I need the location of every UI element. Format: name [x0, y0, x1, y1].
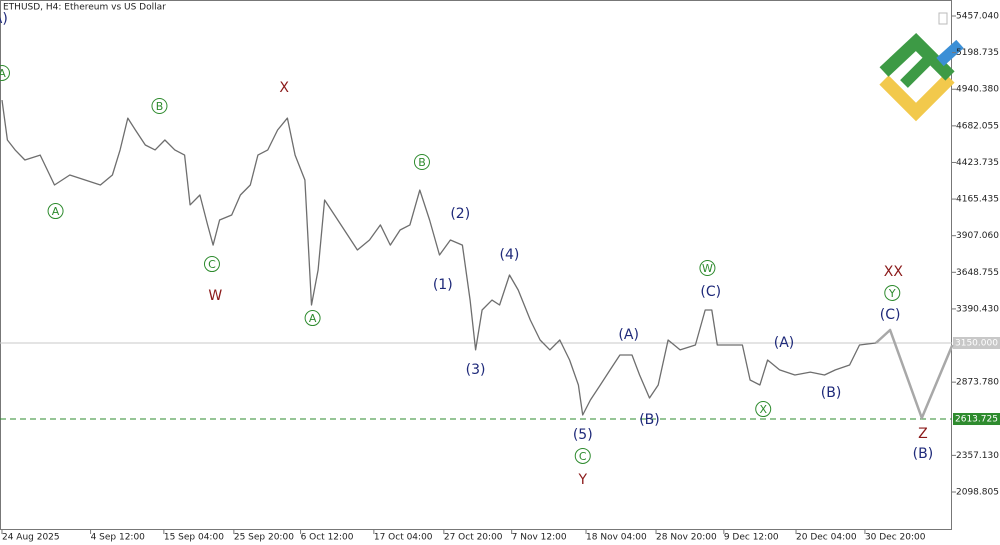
x-tick-label: 9 Dec 12:00	[724, 533, 779, 543]
y-tick-label: 3907.060	[956, 231, 999, 241]
x-tick-label: 25 Sep 20:00	[234, 533, 294, 543]
wave-circle	[304, 310, 321, 327]
wave-label: B	[156, 100, 164, 113]
wave-label: X	[759, 403, 767, 416]
wave-circle	[755, 401, 772, 418]
current-price-label: 3150.000	[955, 339, 998, 349]
wave-circle	[203, 256, 220, 273]
y-tick-label: 2357.130	[956, 451, 999, 461]
y-tick-label: 2873.780	[956, 378, 999, 388]
x-tick-label: 30 Dec 20:00	[865, 533, 926, 543]
wave-label: A	[309, 312, 317, 325]
x-tick-label: 18 Nov 04:00	[586, 533, 647, 543]
wave-label: (C)	[700, 284, 721, 300]
wave-label: Y	[577, 472, 587, 488]
y-tick-label: 3390.430	[956, 304, 999, 314]
wave-label: A	[0, 67, 6, 80]
wave-label: B	[418, 156, 426, 169]
y-tick-label: 5457.040	[956, 11, 999, 21]
wave-label: W	[702, 262, 713, 275]
wave-label: XX	[884, 264, 904, 280]
wave-label: X	[279, 80, 289, 96]
wave-label: (B)	[639, 412, 660, 428]
price-line	[1, 100, 876, 416]
scroll-icon[interactable]	[938, 12, 948, 25]
wave-label: (3)	[466, 362, 486, 378]
y-tick-label: 4940.380	[956, 85, 999, 95]
wave-label: C	[579, 450, 587, 463]
wave-circle	[413, 153, 430, 170]
y-tick-label: 5198.735	[956, 48, 999, 58]
x-tick-label: 24 Aug 2025	[2, 533, 60, 543]
forecast-line	[875, 328, 954, 420]
x-tick-label: 7 Nov 12:00	[512, 533, 567, 543]
wave-circle	[699, 260, 716, 277]
wave-label: (C)	[880, 307, 901, 323]
wave-circle	[884, 284, 901, 301]
wave-circle	[0, 64, 10, 81]
x-tick-label: 28 Nov 20:00	[656, 533, 717, 543]
plot-frame	[0, 0, 952, 530]
wave-label: (1)	[433, 277, 453, 293]
wave-label: (A)	[0, 11, 8, 27]
y-tick-label: 4682.055	[956, 121, 999, 131]
x-tick-label: 17 Oct 04:00	[374, 533, 433, 543]
wave-label: (B)	[821, 385, 842, 401]
wave-label: (2)	[450, 206, 470, 222]
wave-label: C	[208, 258, 216, 271]
y-tick-label: 3648.755	[956, 268, 999, 278]
x-tick-label: 15 Sep 04:00	[164, 533, 224, 543]
wave-label: (A)	[774, 335, 795, 351]
wave-label: Z	[918, 426, 928, 442]
current-price-bg	[953, 337, 1000, 350]
y-tick-label: 2098.805	[956, 487, 999, 497]
support-label: 2613.725	[955, 415, 998, 425]
y-tick-label: 4423.735	[956, 158, 999, 168]
wave-label: A	[52, 205, 60, 218]
wave-circle	[574, 447, 591, 464]
wave-label: (A)	[618, 327, 639, 343]
x-tick-label: 27 Oct 20:00	[444, 533, 503, 543]
wave-label: Y	[888, 287, 896, 300]
support-label-bg	[953, 413, 1000, 426]
wave-circle	[151, 98, 168, 115]
wave-label: W	[208, 288, 222, 304]
wave-label: (B)	[913, 446, 934, 462]
x-tick-label: 20 Dec 04:00	[796, 533, 857, 543]
wave-label: (4)	[500, 247, 520, 263]
x-tick-label: 6 Oct 12:00	[301, 533, 354, 543]
wave-label: (5)	[573, 427, 593, 443]
chart-title: ETHUSD, H4: Ethereum vs US Dollar	[3, 3, 166, 13]
x-tick-label: 4 Sep 12:00	[91, 533, 146, 543]
wave-circle	[47, 203, 64, 220]
logo	[879, 32, 964, 122]
y-tick-label: 4165.435	[956, 195, 999, 205]
